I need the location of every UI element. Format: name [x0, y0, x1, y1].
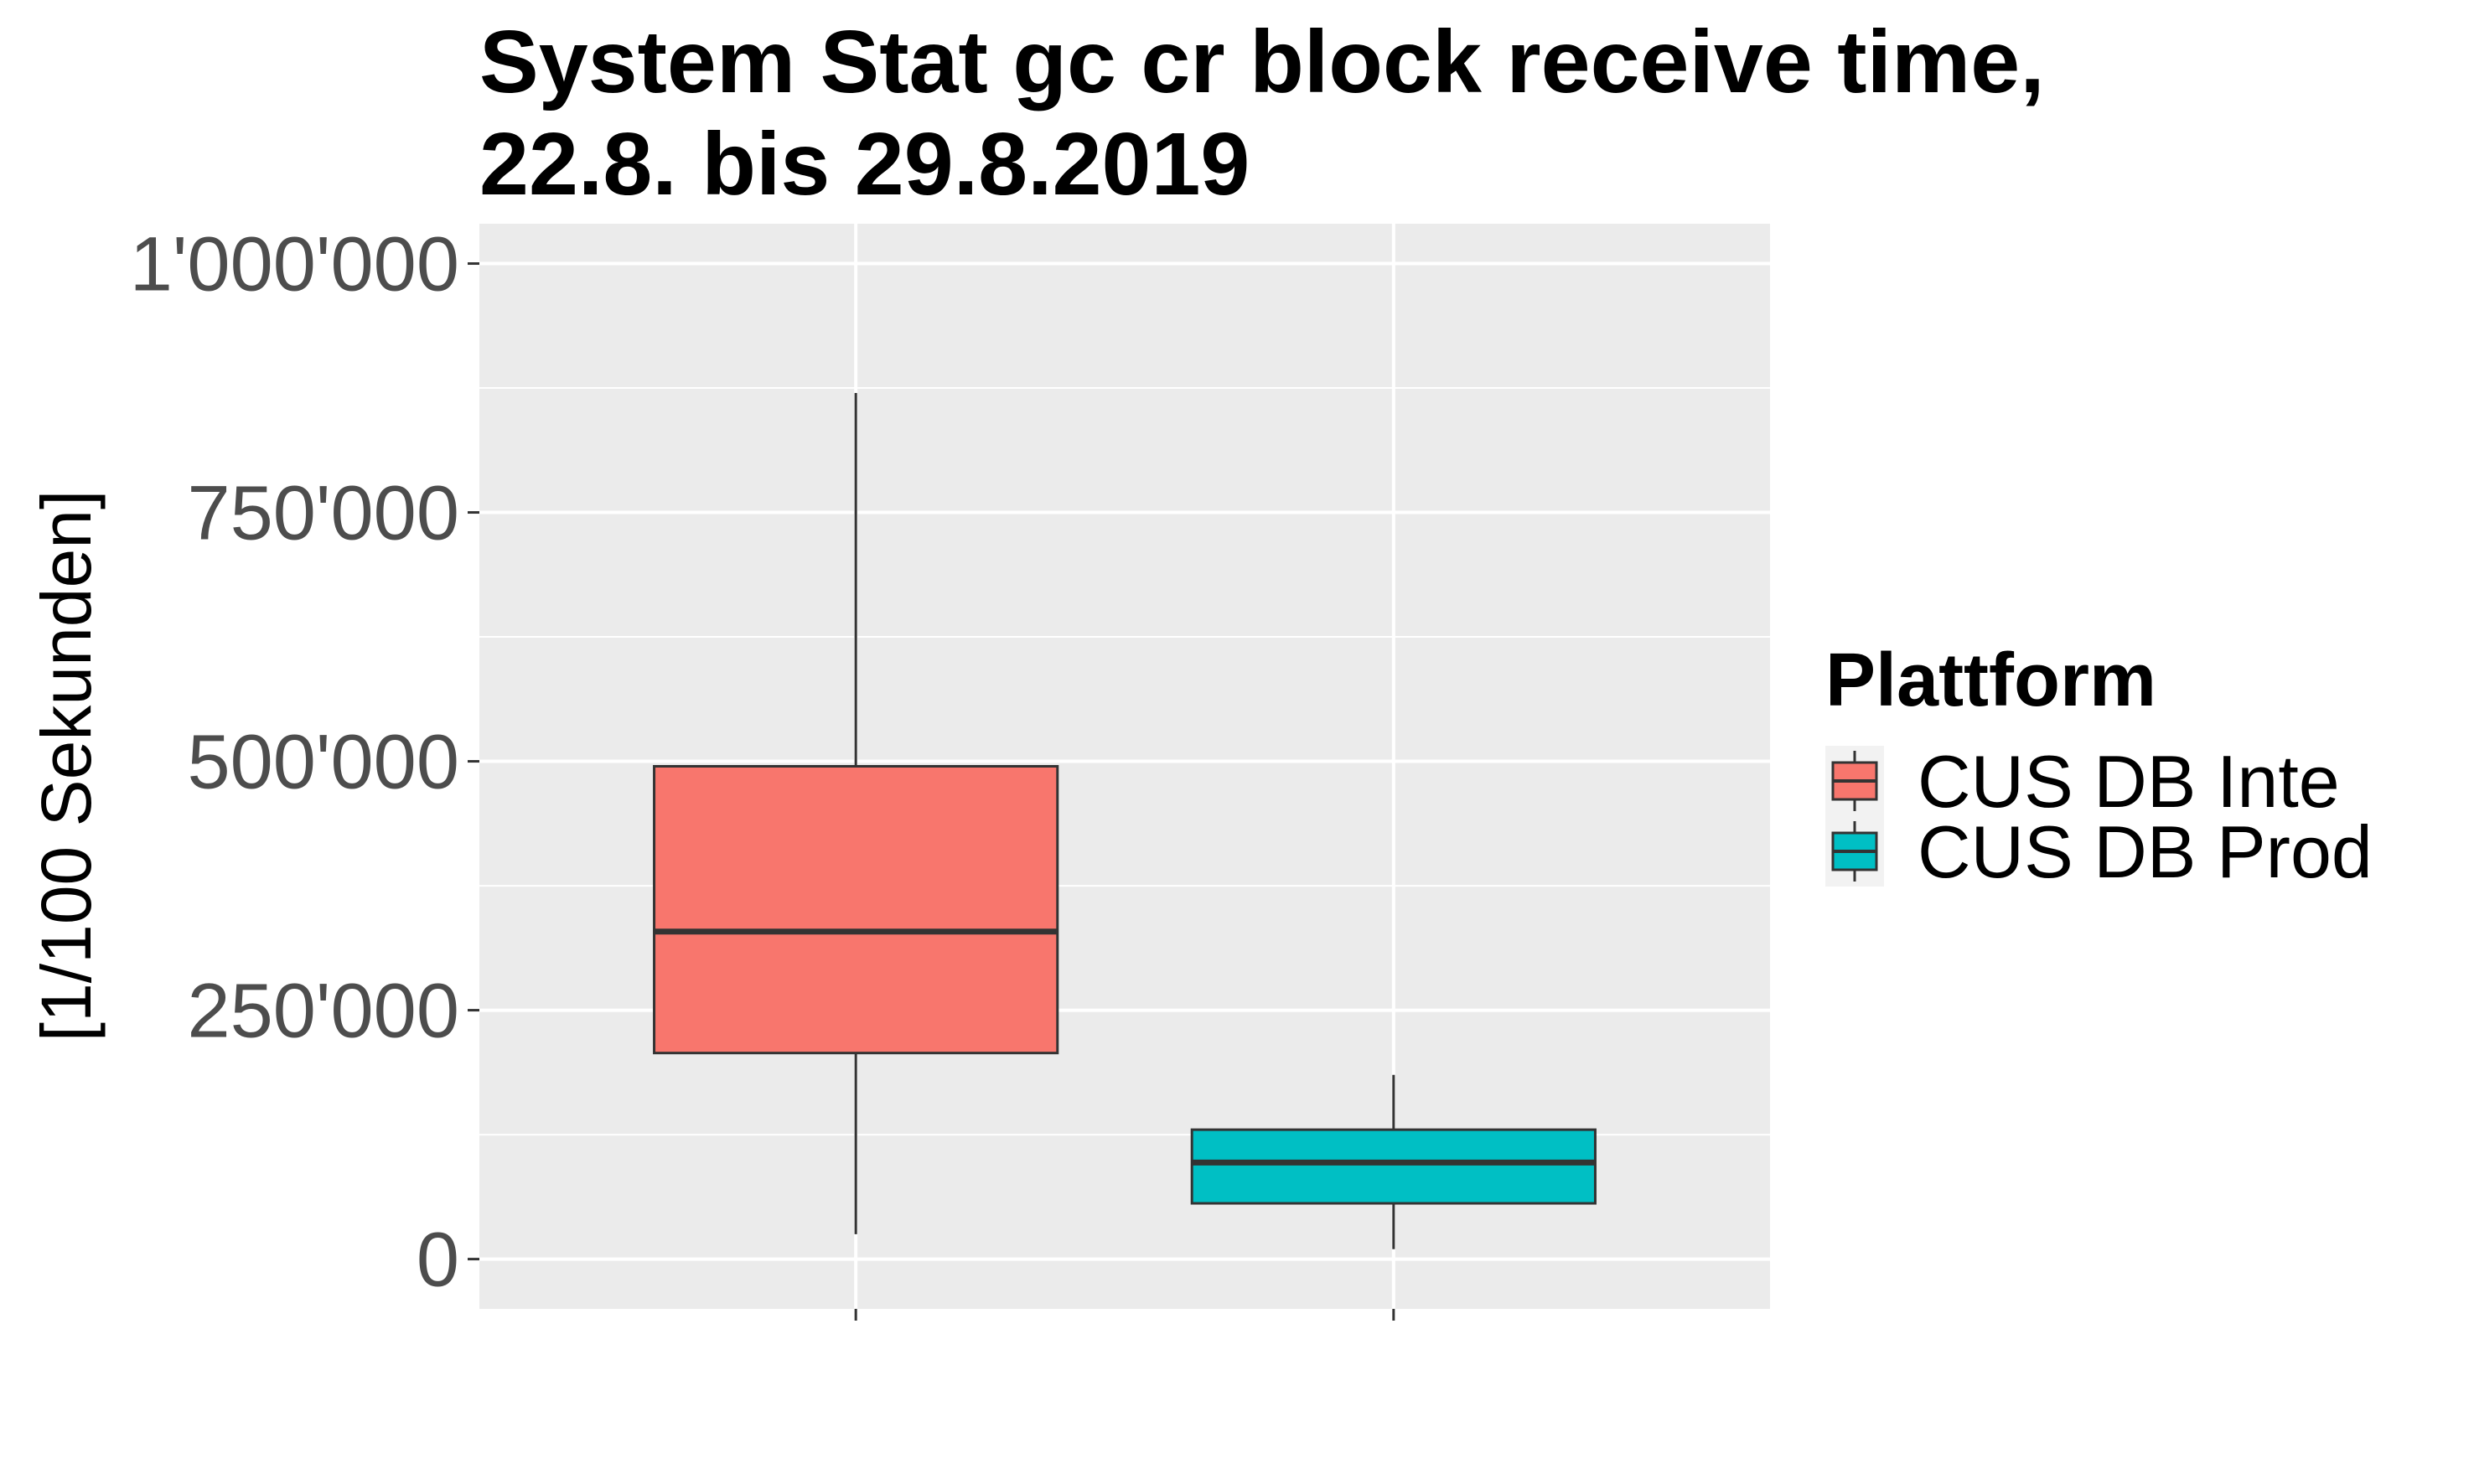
legend-label: CUS DB Prod [1918, 810, 2373, 893]
legend-label: CUS DB Inte [1918, 740, 2340, 823]
iqr-box [653, 765, 1059, 1055]
chart-title-line-1: System Stat gc cr block receive time, [479, 13, 2045, 111]
y-tick-label: 1'000'000 [130, 222, 459, 308]
y-axis-ticks: 0 250'000 500'000 750'000 1'000'000 [130, 222, 479, 1303]
y-tick-label: 750'000 [187, 471, 459, 556]
box-series-group [653, 392, 1597, 1249]
legend-key-2: CUS DB Prod [1825, 810, 2373, 893]
box-2 [1190, 1074, 1597, 1249]
y-axis-title: [1/100 Sekunden] [27, 490, 106, 1042]
y-tick-label: 0 [417, 1218, 459, 1303]
iqr-box [1190, 1128, 1597, 1205]
chart-title-line-2: 22.8. bis 29.8.2019 [479, 115, 1250, 214]
x-axis-ticks [854, 1309, 1395, 1321]
legend-title: Plattform [1825, 639, 2156, 722]
y-tick-label: 500'000 [187, 720, 459, 805]
y-tick-label: 250'000 [187, 969, 459, 1054]
box-1 [653, 392, 1059, 1234]
legend-key-1: CUS DB Inte [1825, 740, 2340, 823]
